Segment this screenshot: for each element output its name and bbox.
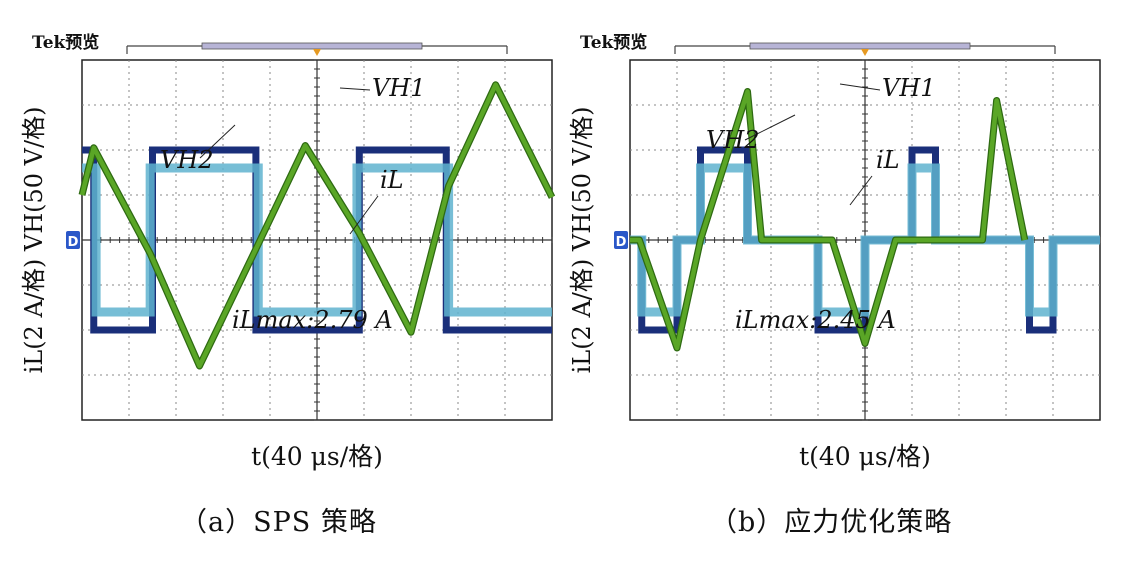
scope-label: Tek预览 — [580, 32, 647, 53]
trace-il — [79, 82, 555, 369]
trigger-marker — [313, 49, 321, 56]
annotation-leader-il — [349, 195, 379, 235]
record-window — [749, 42, 971, 50]
annotation-leader-vh1 — [839, 83, 881, 91]
trace-il — [630, 89, 1028, 351]
scope-label: Tek预览 — [32, 32, 99, 53]
x-axis-label: t(40 μs/格) — [251, 442, 383, 471]
record-window — [201, 42, 423, 50]
y-axis-label: iL(2 A/格) VH(50 V/格) — [568, 107, 596, 374]
annotation-il: iL — [876, 146, 900, 174]
annotation-vh2: VH2 — [160, 146, 214, 174]
scope-panel-a: Tek预览 D VH1 VH2 iL iLmax:2.79 A t(40 μs/格) iL(2… — [20, 32, 556, 471]
trigger-marker — [861, 49, 869, 56]
annotation-leader-il — [849, 175, 873, 206]
annotation-vh2: VH2 — [706, 126, 760, 154]
annotation-ilmax: iLmax:2.45 A — [735, 306, 896, 334]
annotation-vh1: VH1 — [372, 74, 426, 102]
annotation-leader-vh2 — [744, 114, 796, 141]
caption-a: （a）SPS 策略 — [180, 507, 377, 538]
ground-marker-label: D — [616, 235, 627, 250]
ground-marker-label: D — [68, 235, 79, 250]
trace-vh2 — [630, 163, 1100, 317]
ground-marker — [614, 231, 628, 249]
x-axis-label: t(40 μs/格) — [799, 442, 931, 471]
annotation-ilmax: iLmax:2.79 A — [232, 306, 393, 334]
y-axis-label: iL(2 A/格) VH(50 V/格) — [20, 107, 48, 374]
annotation-leader-vh2 — [199, 124, 236, 159]
annotation-vh1: VH1 — [882, 74, 936, 102]
caption-b: （b）应力优化策略 — [710, 507, 953, 538]
scope-panel-b: Tek预览 D VH1 VH2 iL iLmax:2.45 A t(40 μs/格) iL(2… — [568, 32, 1101, 471]
ground-marker — [66, 231, 80, 249]
annotation-il: iL — [380, 166, 404, 194]
annotation-leader-vh1 — [339, 87, 371, 91]
